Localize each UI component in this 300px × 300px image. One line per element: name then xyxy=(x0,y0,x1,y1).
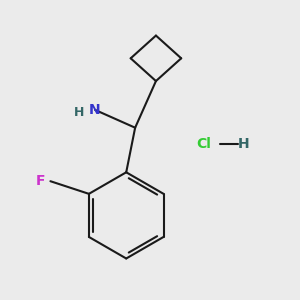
Text: N: N xyxy=(89,103,101,117)
Text: H: H xyxy=(74,106,84,119)
Text: Cl: Cl xyxy=(196,137,211,151)
Text: H: H xyxy=(238,137,249,151)
Text: F: F xyxy=(35,174,45,188)
